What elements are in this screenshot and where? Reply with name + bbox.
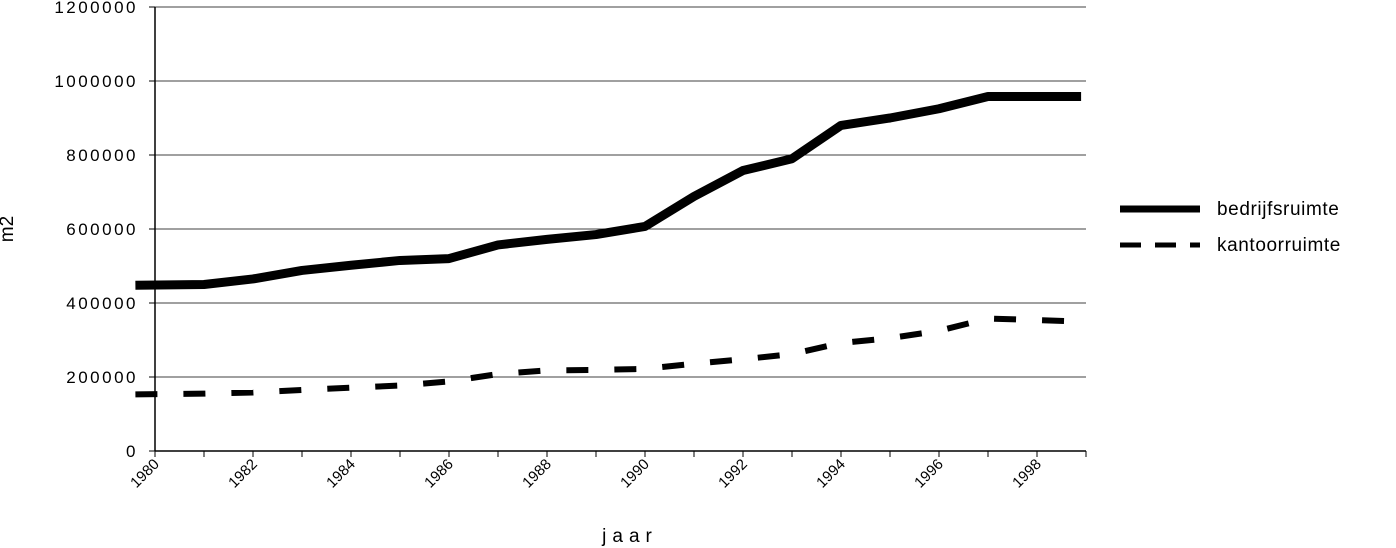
x-tick-label: 1984 [323, 456, 359, 492]
x-tick-label: 1996 [911, 456, 947, 492]
y-tick-label: 1200000 [54, 0, 138, 17]
legend-label-bedrijfsruimte: bedrijfsruimte [1217, 199, 1339, 220]
x-tick-label: 1982 [225, 456, 261, 492]
y-tick-label: 200000 [66, 368, 138, 387]
x-tick-label: 1998 [1009, 456, 1045, 492]
x-tick-label: 1988 [519, 456, 555, 492]
x-tick-label: 1994 [813, 456, 849, 492]
series-lines [135, 92, 1082, 398]
x-tick-labels: 1980 1982 1984 1986 1988 1990 1992 1994 1996 1998 [127, 451, 1087, 492]
legend-label-kantoorruimte: kantoorruimte [1217, 235, 1341, 256]
x-tick-label: 1980 [127, 456, 163, 492]
y-tick-label: 800000 [66, 146, 138, 165]
legend: bedrijfsruimte kantoorruimte [1120, 199, 1341, 256]
y-tick-label: 1000000 [54, 72, 138, 91]
series-line-kantoorruimte [135, 315, 1082, 398]
y-tick-labels: 0 200000 400000 600000 800000 1000000 1200000 [54, 0, 155, 461]
series-line-bedrijfsruimte [135, 92, 1082, 290]
y-tick-label: 400000 [66, 294, 138, 313]
gridlines [155, 6, 1086, 378]
x-tick-label: 1986 [421, 456, 457, 492]
x-tick-label: 1990 [617, 456, 653, 492]
x-tick-label: 1992 [715, 456, 751, 492]
y-axis-title: m2 [0, 216, 18, 242]
x-axis-title: jaar [601, 526, 658, 547]
y-tick-label: 600000 [66, 220, 138, 239]
y-tick-label: 0 [126, 442, 138, 461]
